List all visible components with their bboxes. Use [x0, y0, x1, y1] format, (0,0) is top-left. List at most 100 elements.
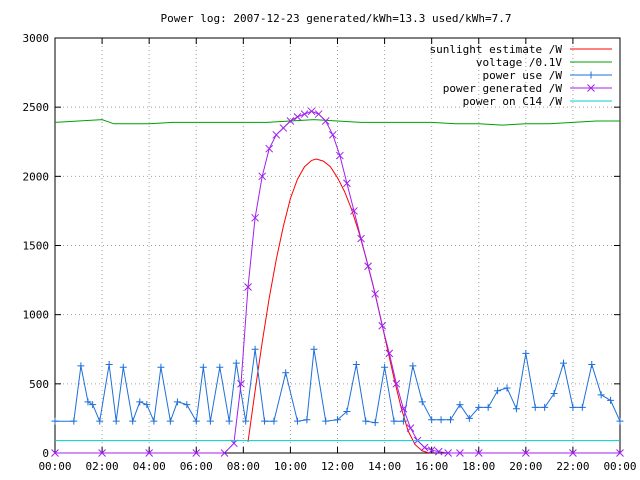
- data-point: [406, 424, 415, 432]
- x-tick-label: 16:00: [415, 460, 448, 473]
- data-point: [192, 449, 201, 457]
- series-2: [51, 345, 624, 427]
- data-point: [465, 414, 473, 422]
- data-point: [494, 387, 502, 395]
- data-point: [150, 417, 158, 425]
- data-point: [261, 417, 269, 425]
- data-point: [136, 398, 144, 406]
- data-point: [192, 417, 200, 425]
- data-point: [578, 403, 586, 411]
- series-0: [247, 158, 430, 454]
- data-point: [550, 390, 558, 398]
- data-point: [220, 449, 229, 457]
- data-point: [474, 449, 483, 457]
- data-point: [503, 384, 511, 392]
- data-point: [385, 349, 394, 358]
- data-point: [616, 449, 624, 457]
- data-point: [420, 443, 429, 452]
- x-tick-label: 00:00: [38, 460, 71, 473]
- x-tick-label: 02:00: [86, 460, 119, 473]
- legend-marker: [587, 84, 595, 92]
- x-tick-label: 04:00: [133, 460, 166, 473]
- data-point: [418, 398, 426, 406]
- data-point: [357, 234, 365, 243]
- data-point: [390, 417, 398, 425]
- data-point: [336, 151, 344, 160]
- data-point: [371, 419, 379, 427]
- data-point: [244, 283, 252, 291]
- legend-label: sunlight estimate /W: [430, 43, 563, 56]
- data-point: [607, 396, 615, 404]
- data-point: [522, 349, 530, 357]
- data-point: [362, 417, 370, 425]
- data-point: [343, 408, 351, 415]
- data-point: [232, 359, 240, 367]
- data-point: [96, 417, 104, 425]
- data-point: [98, 449, 106, 457]
- data-point: [328, 130, 337, 139]
- legend-item: sunlight estimate /W: [430, 43, 612, 56]
- x-tick-label: 22:00: [556, 460, 589, 473]
- data-point: [531, 403, 539, 411]
- data-point: [399, 417, 407, 425]
- data-point: [364, 262, 372, 271]
- legend-marker: [587, 71, 595, 79]
- data-point: [350, 207, 358, 215]
- legend-label: voltage /0.1V: [476, 56, 562, 69]
- data-point: [258, 172, 267, 181]
- x-tick-label: 12:00: [321, 460, 354, 473]
- data-point: [428, 416, 436, 424]
- data-point: [303, 416, 311, 424]
- series-group: [51, 107, 624, 457]
- legend-label: power on C14 /W: [463, 95, 563, 108]
- data-point: [225, 417, 233, 425]
- data-point: [521, 449, 530, 457]
- data-point: [145, 449, 154, 457]
- data-point: [437, 416, 445, 424]
- data-point: [371, 290, 380, 298]
- data-point: [237, 379, 245, 388]
- data-point: [112, 417, 120, 425]
- x-tick-label: 20:00: [509, 460, 542, 473]
- data-point: [597, 391, 605, 399]
- legend-item: voltage /0.1V: [476, 56, 612, 69]
- data-point: [216, 363, 224, 371]
- data-point: [166, 417, 174, 425]
- series-line: [55, 349, 621, 424]
- data-point: [314, 110, 323, 118]
- y-tick-label: 3000: [23, 32, 50, 45]
- data-point: [251, 345, 259, 353]
- data-point: [378, 321, 387, 330]
- data-point: [282, 369, 290, 377]
- data-point: [70, 417, 78, 425]
- y-tick-label: 0: [42, 447, 49, 460]
- data-point: [293, 417, 301, 425]
- legend-item: power on C14 /W: [463, 95, 612, 108]
- data-point: [399, 404, 408, 413]
- data-point: [89, 401, 97, 409]
- x-tick-label: 06:00: [180, 460, 213, 473]
- data-point: [51, 449, 59, 457]
- chart-title: Power log: 2007-12-23 generated/kWh=13.3…: [161, 12, 512, 25]
- y-tick-label: 500: [29, 378, 49, 391]
- x-tick-label: 10:00: [274, 460, 307, 473]
- data-point: [352, 360, 360, 368]
- x-tick-label: 08:00: [227, 460, 260, 473]
- data-point: [447, 416, 454, 424]
- data-point: [183, 401, 191, 409]
- data-point: [265, 144, 274, 153]
- data-point: [77, 362, 85, 370]
- data-point: [427, 446, 436, 455]
- data-point: [475, 403, 483, 411]
- data-point: [143, 401, 151, 409]
- x-tick-label: 14:00: [368, 460, 401, 473]
- data-point: [343, 179, 351, 188]
- data-point: [279, 124, 288, 132]
- legend-label: power generated /W: [443, 82, 563, 95]
- data-point: [456, 401, 464, 409]
- data-point: [321, 117, 330, 125]
- series-line: [247, 158, 430, 454]
- data-point: [541, 403, 549, 411]
